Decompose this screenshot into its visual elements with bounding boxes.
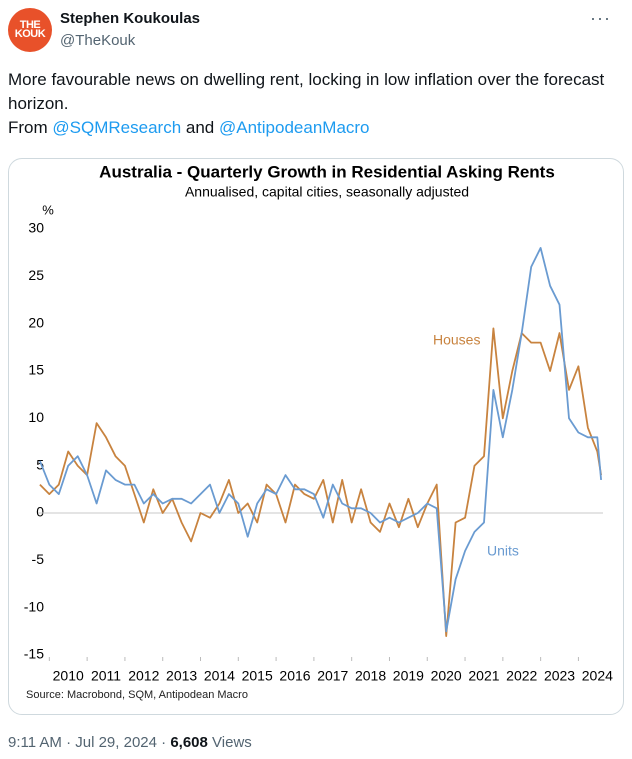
- tweet-footer: 9:11 AM · Jul 29, 2024 · 6,608 Views: [8, 734, 252, 751]
- y-tick-label: -5: [32, 551, 45, 567]
- source-note: Source: Macrobond, SQM, Antipodean Macro: [26, 689, 248, 701]
- x-tick-label: 2022: [506, 668, 537, 684]
- series-line: [39, 327, 602, 637]
- x-tick-label: 2013: [166, 668, 197, 684]
- avatar[interactable]: THE KOUK: [8, 8, 52, 52]
- y-tick-label: 30: [28, 220, 44, 236]
- from-text: From: [8, 118, 48, 137]
- more-menu[interactable]: ···: [590, 8, 611, 28]
- y-tick-label: 10: [28, 409, 44, 425]
- y-tick-label: -15: [24, 646, 44, 662]
- y-tick-label: 15: [28, 362, 44, 378]
- x-tick-label: 2019: [393, 668, 424, 684]
- x-tick-label: 2012: [128, 668, 159, 684]
- x-tick-label: 2023: [544, 668, 575, 684]
- x-tick-label: 2010: [53, 668, 84, 684]
- chart-subtitle: Annualised, capital cities, seasonally a…: [185, 184, 469, 200]
- y-tick-label: 0: [36, 504, 44, 520]
- x-tick-label: 2014: [204, 668, 235, 684]
- y-axis-label: %: [42, 202, 54, 217]
- and-text: and: [185, 118, 215, 137]
- y-tick-label: 5: [36, 456, 44, 472]
- x-tick-label: 2017: [317, 668, 348, 684]
- author-name[interactable]: Stephen Koukoulas: [60, 10, 201, 27]
- series-line: [39, 247, 602, 633]
- x-tick-label: 2016: [279, 668, 310, 684]
- x-tick-label: 2015: [242, 668, 273, 684]
- views-label: Views: [212, 734, 252, 751]
- x-tick-label: 2018: [355, 668, 386, 684]
- x-tick-label: 2021: [468, 668, 499, 684]
- y-tick-label: -10: [24, 598, 44, 614]
- x-tick-label: 2011: [91, 668, 121, 684]
- author-handle[interactable]: @TheKouk: [60, 32, 136, 49]
- separator: ·: [161, 734, 167, 751]
- tweet-text: More favourable news on dwelling rent, l…: [8, 68, 618, 140]
- timestamp[interactable]: 9:11 AM · Jul 29, 2024: [8, 734, 157, 751]
- media-card[interactable]: [8, 158, 624, 715]
- mention-link[interactable]: @SQMResearch: [52, 118, 182, 137]
- x-tick-label: 2024: [582, 668, 613, 684]
- view-count: 6,608: [170, 734, 208, 751]
- y-tick-label: 25: [28, 267, 44, 283]
- x-tick-label: 2020: [431, 668, 462, 684]
- mention-link[interactable]: @AntipodeanMacro: [219, 118, 370, 137]
- series-label: Houses: [433, 332, 480, 348]
- chart-title: Australia - Quarterly Growth in Resident…: [99, 162, 555, 181]
- y-tick-label: 20: [28, 314, 44, 330]
- avatar-label: THE KOUK: [14, 19, 46, 40]
- series-label: Units: [487, 543, 519, 559]
- tweet-body: More favourable news on dwelling rent, l…: [8, 70, 605, 113]
